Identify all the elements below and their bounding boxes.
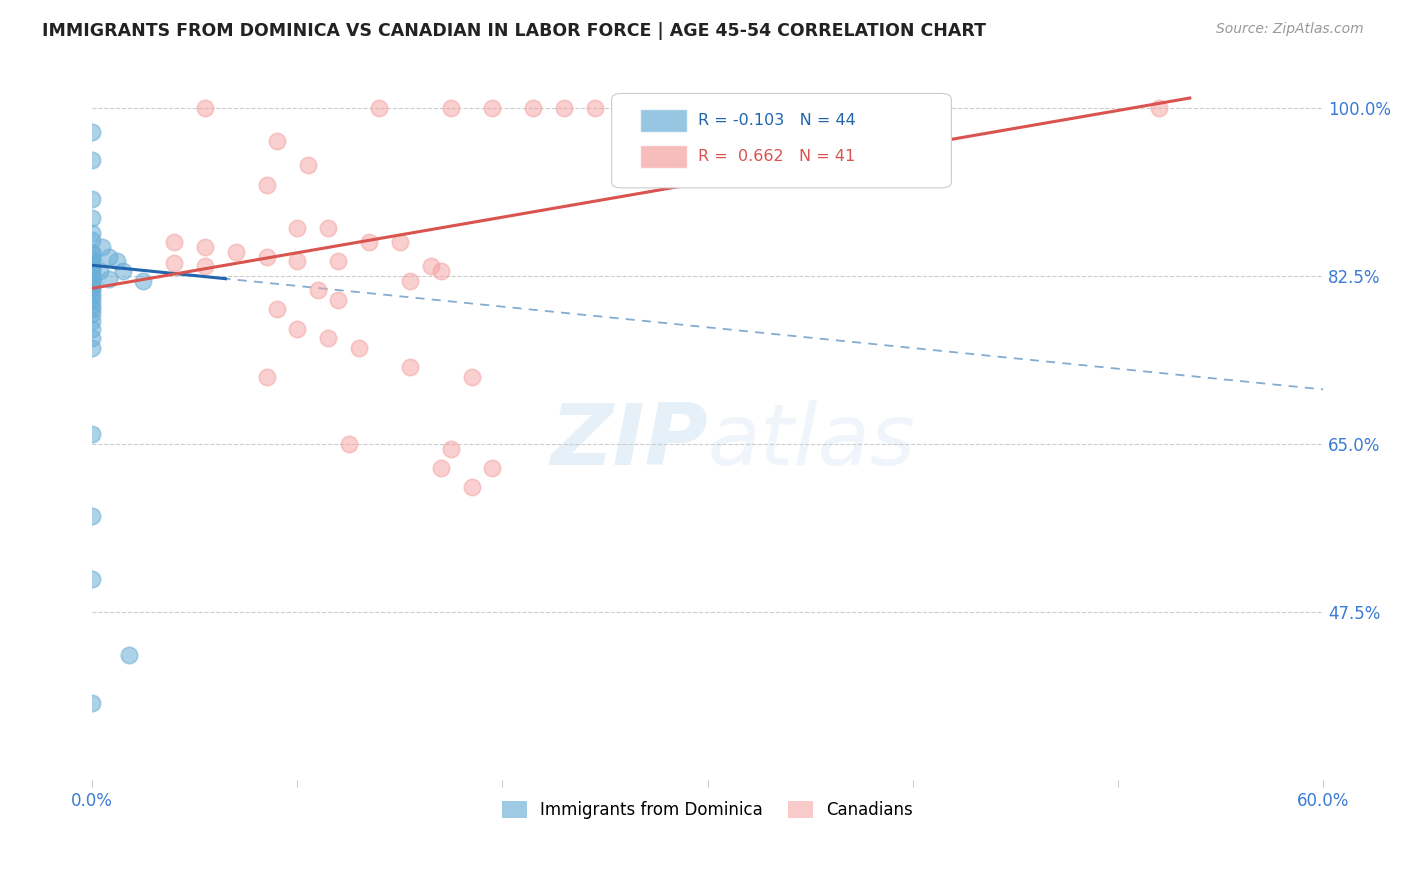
Point xyxy=(82,321,104,335)
Bar xyxy=(640,145,686,168)
Point xyxy=(82,697,104,711)
Point xyxy=(553,101,575,115)
Point xyxy=(419,259,441,273)
Point xyxy=(461,369,484,384)
Point xyxy=(89,264,111,278)
Point xyxy=(82,153,104,168)
Point xyxy=(82,277,104,292)
Point xyxy=(316,220,339,235)
Point xyxy=(82,302,104,317)
Point xyxy=(256,250,278,264)
Text: R =  0.662   N = 41: R = 0.662 N = 41 xyxy=(697,149,855,163)
Point xyxy=(132,274,155,288)
Point xyxy=(82,256,104,270)
Point xyxy=(82,427,104,442)
Point xyxy=(285,254,308,268)
Point xyxy=(97,271,120,285)
Point xyxy=(82,509,104,524)
Point xyxy=(118,648,141,663)
Point xyxy=(399,274,422,288)
Point xyxy=(583,101,606,115)
Point xyxy=(328,254,350,268)
Point xyxy=(82,341,104,355)
Point xyxy=(307,283,329,297)
Point xyxy=(359,235,381,249)
Point xyxy=(347,341,370,355)
Point xyxy=(163,235,186,249)
Point xyxy=(82,274,104,288)
Point xyxy=(328,293,350,307)
Point xyxy=(285,321,308,335)
Text: IMMIGRANTS FROM DOMINICA VS CANADIAN IN LABOR FORCE | AGE 45-54 CORRELATION CHAR: IMMIGRANTS FROM DOMINICA VS CANADIAN IN … xyxy=(42,22,986,40)
Point xyxy=(82,293,104,307)
Point xyxy=(82,226,104,240)
Point xyxy=(256,178,278,192)
Point xyxy=(82,260,104,275)
Point xyxy=(82,269,104,284)
Point xyxy=(82,252,104,266)
Point xyxy=(82,289,104,303)
Text: ZIP: ZIP xyxy=(550,401,707,483)
Point xyxy=(481,461,503,475)
Text: atlas: atlas xyxy=(707,401,915,483)
Point xyxy=(82,572,104,586)
Point xyxy=(82,279,104,293)
Point xyxy=(522,101,544,115)
Text: R = -0.103   N = 44: R = -0.103 N = 44 xyxy=(697,112,856,128)
Point xyxy=(368,101,391,115)
Point xyxy=(82,298,104,312)
Point xyxy=(97,250,120,264)
Point xyxy=(1147,101,1170,115)
Point xyxy=(316,331,339,345)
FancyBboxPatch shape xyxy=(612,94,952,188)
Point xyxy=(297,158,319,172)
Point xyxy=(82,314,104,328)
Point xyxy=(388,235,411,249)
Point xyxy=(82,331,104,345)
Text: Source: ZipAtlas.com: Source: ZipAtlas.com xyxy=(1216,22,1364,37)
Point xyxy=(882,101,904,115)
Point xyxy=(91,240,114,254)
Point xyxy=(82,285,104,300)
Point xyxy=(256,369,278,384)
Point xyxy=(430,264,453,278)
Point xyxy=(82,262,104,277)
Point xyxy=(82,244,104,259)
Point xyxy=(194,101,217,115)
Point xyxy=(461,480,484,494)
Point xyxy=(194,240,217,254)
Point xyxy=(430,461,453,475)
Point xyxy=(82,192,104,206)
Point xyxy=(82,281,104,295)
Point xyxy=(82,258,104,272)
Point xyxy=(82,266,104,280)
Point xyxy=(82,246,104,260)
Bar xyxy=(640,109,686,132)
Point xyxy=(111,264,134,278)
Point xyxy=(225,244,247,259)
Point xyxy=(82,254,104,268)
Point xyxy=(82,125,104,139)
Point xyxy=(337,437,360,451)
Point xyxy=(440,101,463,115)
Point xyxy=(440,442,463,456)
Point xyxy=(105,254,128,268)
Point xyxy=(82,307,104,321)
Point xyxy=(82,268,104,282)
Point xyxy=(481,101,503,115)
Point xyxy=(82,276,104,290)
Point xyxy=(399,360,422,375)
Point xyxy=(82,233,104,247)
Legend: Immigrants from Dominica, Canadians: Immigrants from Dominica, Canadians xyxy=(495,795,920,826)
Point xyxy=(285,220,308,235)
Point xyxy=(194,259,217,273)
Point xyxy=(163,256,186,270)
Point xyxy=(266,302,288,317)
Point xyxy=(266,134,288,148)
Point xyxy=(82,211,104,226)
